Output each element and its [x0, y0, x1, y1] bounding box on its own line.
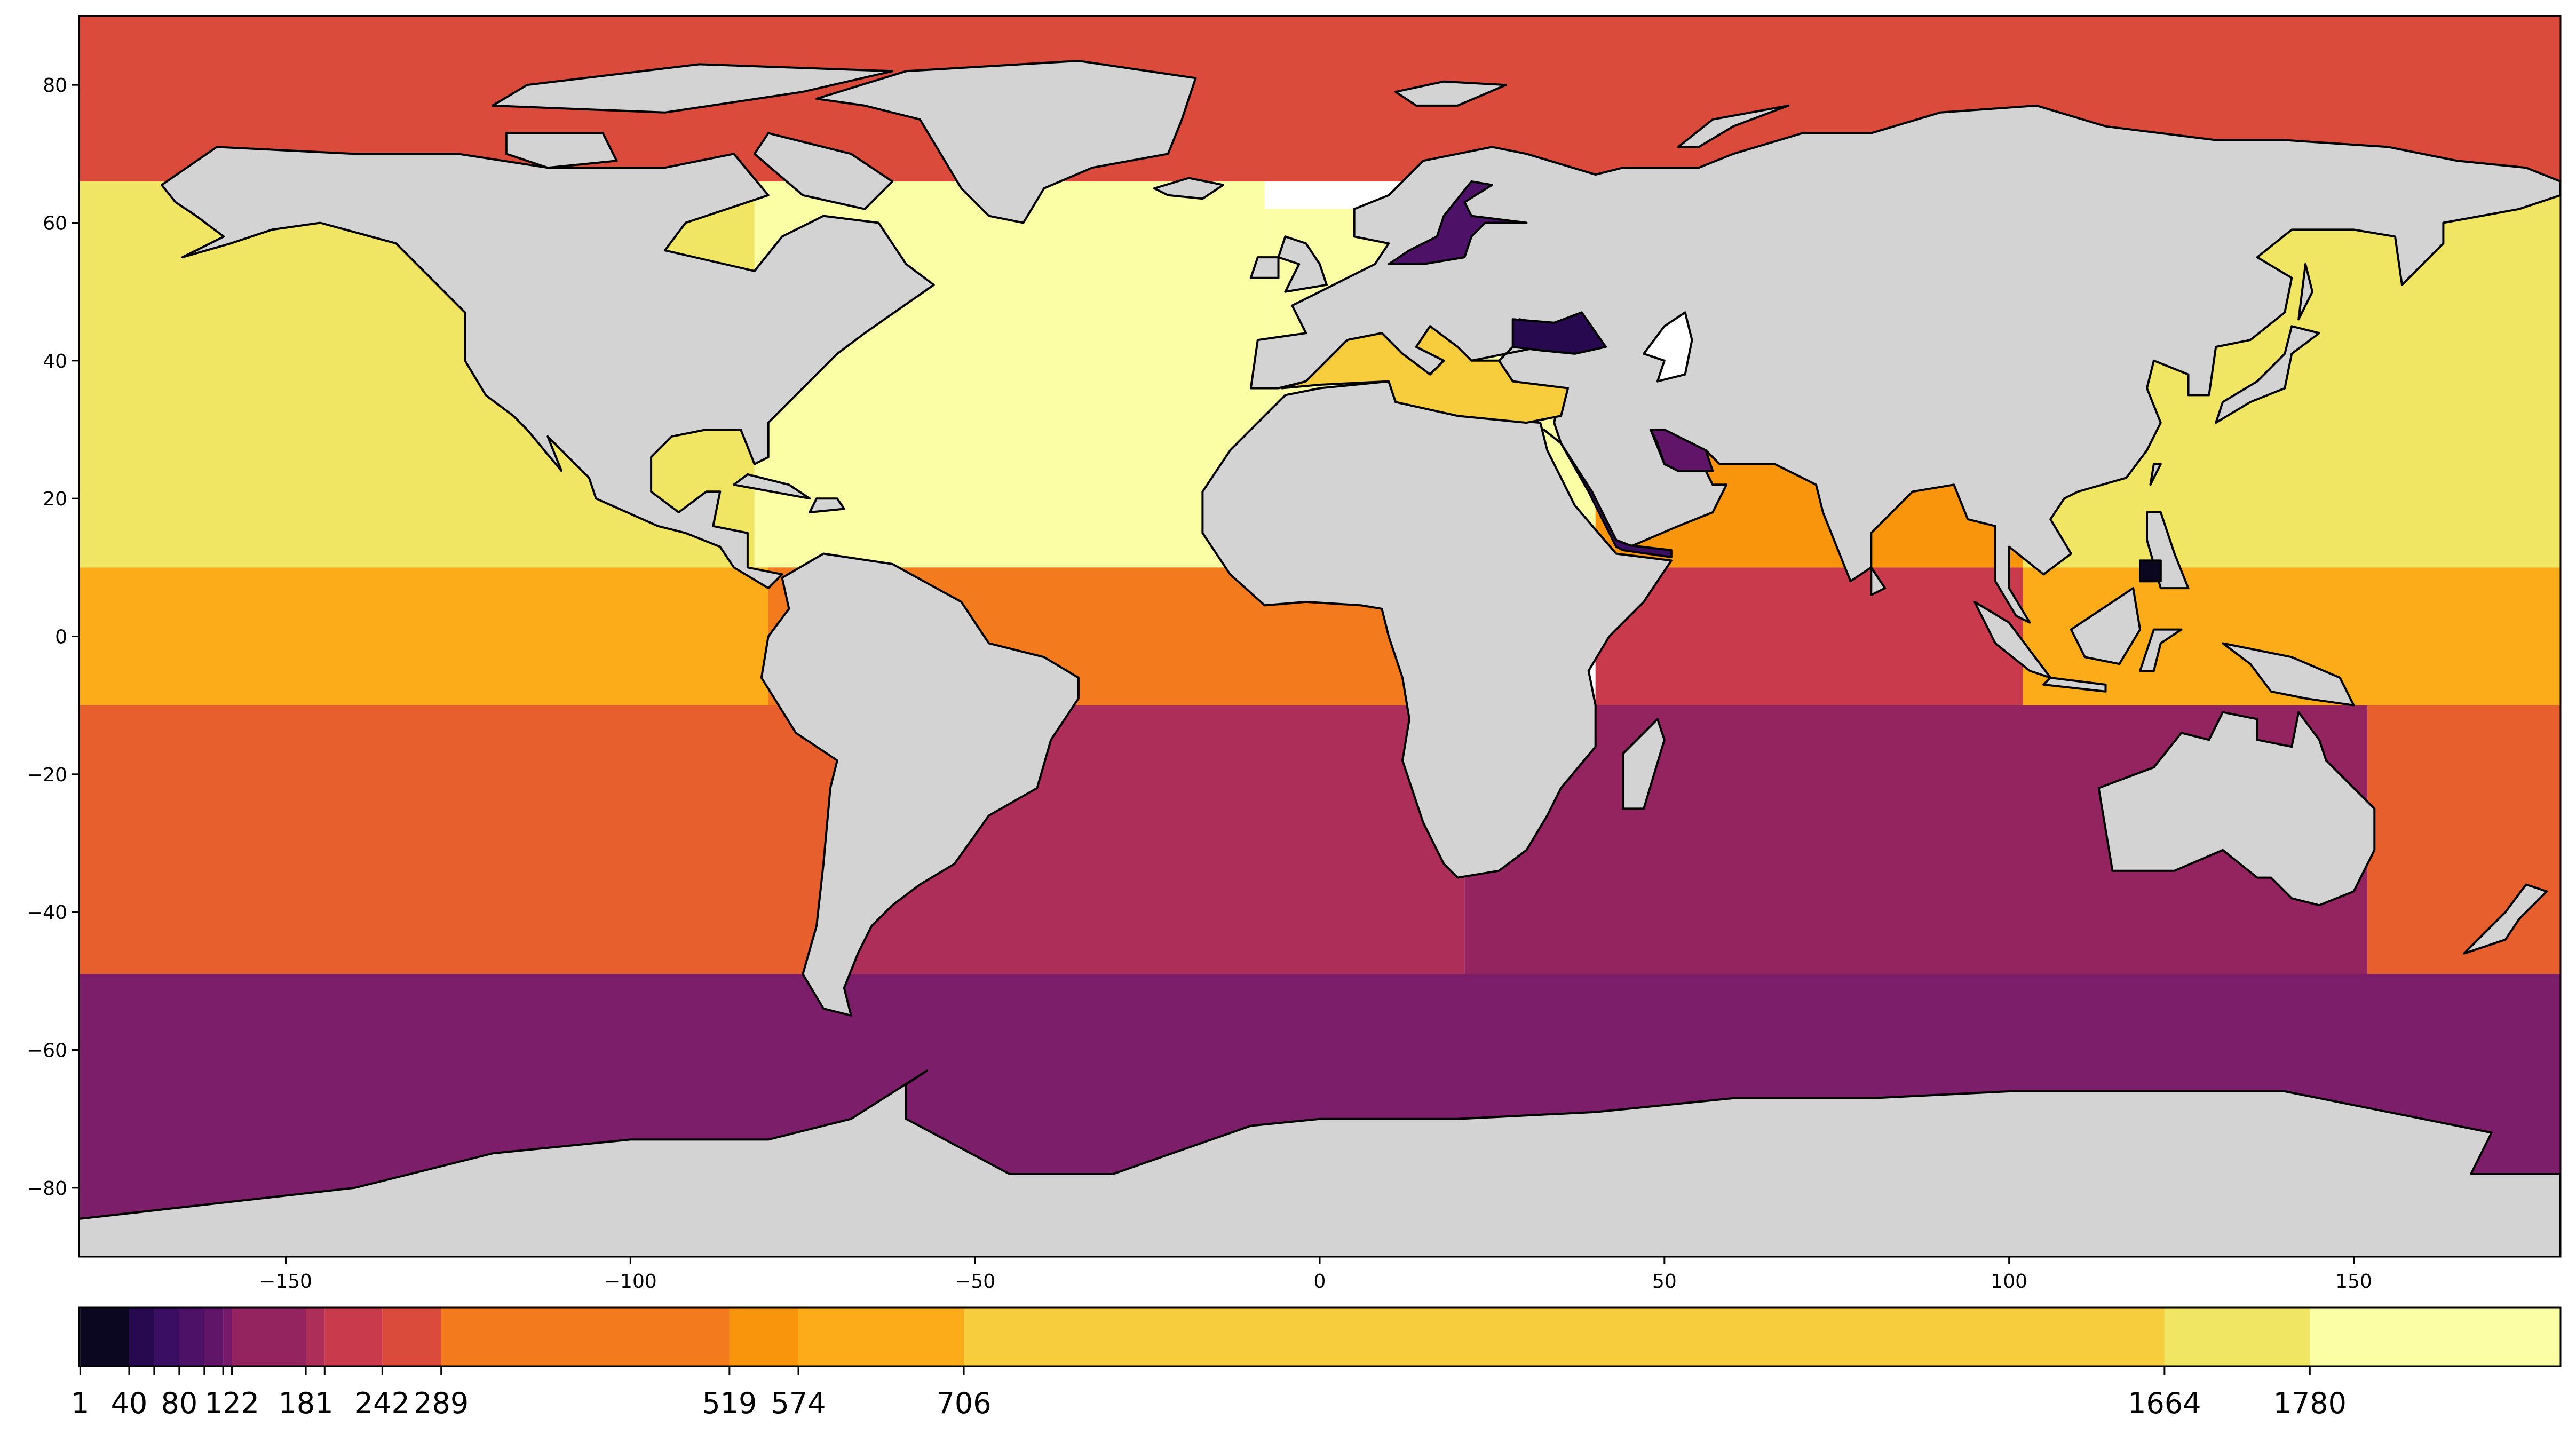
colorbar-segment-8 [306, 1307, 325, 1366]
colorbar-segment-9 [324, 1307, 383, 1366]
land-baffin-island [753, 132, 894, 210]
sea-red-sea [1542, 429, 1673, 558]
land-java [2042, 677, 2107, 693]
colorbar-segment-6 [223, 1307, 232, 1366]
land-antarctica [79, 1069, 2561, 1257]
colorbar-tick-label: 1664 [2128, 1386, 2201, 1420]
land-sumatra [1973, 600, 2052, 679]
colorbar-segment-16 [2310, 1307, 2561, 1366]
colorbar-tick-label: 706 [936, 1386, 991, 1420]
land-new-zealand [2463, 883, 2548, 955]
land-sulawesi [2139, 628, 2183, 672]
map-area [79, 16, 2561, 1257]
ocean-region-5 [79, 567, 768, 705]
x-tick-label: 100 [1991, 1271, 2027, 1293]
y-tick-label: 80 [43, 75, 67, 97]
inland-sea-layer [1281, 180, 2162, 583]
land-novaya-zemlya [1677, 104, 1790, 148]
colorbar-segment-1 [80, 1307, 129, 1366]
sea-persian-gulf [1650, 429, 1714, 472]
colorbar-segment-5 [204, 1307, 224, 1366]
sea-mediterranean [1281, 325, 1569, 424]
y-tick-label: −40 [27, 902, 67, 924]
colorbar-segment-3 [154, 1307, 179, 1366]
sea-caspian-sea [1643, 311, 1693, 383]
land-great-britain [1277, 235, 1328, 293]
colorbar-tick-label: 1780 [2273, 1386, 2347, 1420]
colorbar-tick-label: 80 [161, 1386, 198, 1420]
colorbar-segment-12 [729, 1307, 799, 1366]
land-borneo [2070, 587, 2142, 665]
land-layer [79, 60, 2561, 1257]
y-axis-ticks: 80 60 40 20 0 −20 −40 −60 −80 [27, 75, 79, 1200]
land-madagascar [1622, 718, 1666, 810]
land-iceland [1153, 177, 1225, 200]
colorbar-frame [78, 1306, 2562, 1367]
colorbar-segment-15 [2164, 1307, 2310, 1366]
land-cuba [733, 473, 811, 500]
x-tick-label: 0 [1314, 1271, 1326, 1293]
sea-black-sea [1511, 311, 1607, 355]
y-tick-label: 0 [55, 627, 67, 648]
colorbar-segment-10 [382, 1307, 441, 1366]
land-new-guinea [2222, 642, 2355, 707]
colorbar-tick-label: 122 [204, 1386, 259, 1420]
colorbar-segment-11 [441, 1307, 730, 1366]
colorbar-tick-label: 519 [702, 1386, 757, 1420]
y-tick-label: 60 [43, 213, 67, 235]
x-axis-ticks: −150 −100 −50 0 50 100 150 [259, 1257, 2372, 1293]
land-arctic-islands [492, 63, 894, 114]
colorbar-segment-2 [129, 1307, 154, 1366]
colorbar-tick-label: 40 [111, 1386, 148, 1420]
land-north-america [161, 146, 935, 590]
colorbar-ticks: 1 40 80 122 181 242 289 519 574 706 1664 1780 [71, 1366, 2347, 1420]
colorbar-tick-label: 574 [771, 1386, 826, 1420]
land-greenland [815, 60, 1197, 224]
x-tick-label: 50 [1652, 1271, 1677, 1293]
colorbar-segment-13 [798, 1307, 964, 1366]
colorbar: 1 40 80 122 181 242 289 519 574 706 1664 1780 [71, 1306, 2562, 1420]
land-taiwan [2149, 463, 2162, 486]
colorbar-tick-label: 289 [414, 1386, 469, 1420]
ocean-region-10 [79, 705, 837, 974]
land-victoria-island [505, 132, 618, 169]
colorbar-tick-label: 181 [279, 1386, 334, 1420]
y-tick-label: 40 [43, 351, 67, 372]
land-hispaniola [809, 497, 845, 513]
land-australia [2097, 711, 2376, 907]
ocean-region-8 [1595, 567, 2023, 705]
colorbar-segment-4 [179, 1307, 204, 1366]
sea-baltic-sea [1388, 180, 1528, 265]
land-japan [2215, 325, 2320, 424]
x-tick-label: −100 [604, 1271, 657, 1293]
y-tick-label: 20 [43, 488, 67, 510]
land-ireland [1249, 256, 1280, 279]
sea-sulu-sea [2139, 559, 2162, 583]
x-tick-label: 150 [2335, 1271, 2372, 1293]
colorbar-segment-14 [964, 1307, 2165, 1366]
y-tick-label: −80 [27, 1178, 67, 1200]
colorbar-segment-7 [232, 1307, 306, 1366]
y-tick-label: −60 [27, 1040, 67, 1062]
x-tick-label: −50 [955, 1271, 995, 1293]
land-sri-lanka [1870, 566, 1887, 596]
land-svalbard [1394, 80, 1507, 107]
land-south-america [760, 552, 1080, 1017]
land-kamchatka-sakhalin [2297, 263, 2313, 321]
colorbar-tick-label: 242 [355, 1386, 410, 1420]
colorbar-segments [79, 1307, 2561, 1366]
x-tick-label: −150 [259, 1271, 312, 1293]
y-tick-label: −20 [27, 764, 67, 786]
ocean-region-13 [2367, 705, 2561, 974]
colorbar-tick-label: 1 [71, 1386, 89, 1420]
